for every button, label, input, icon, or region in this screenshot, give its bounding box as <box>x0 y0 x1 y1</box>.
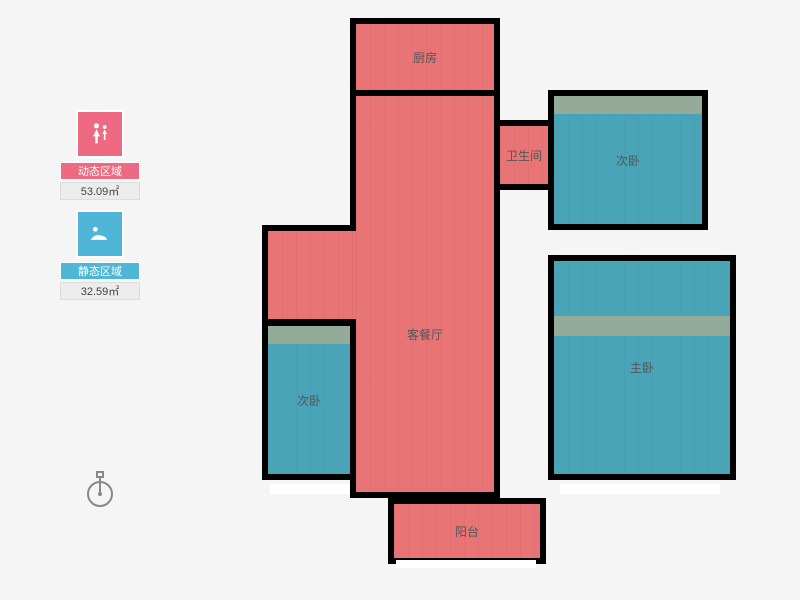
room-master: 主卧 <box>548 255 736 480</box>
people-icon <box>76 110 124 158</box>
room-label-bed2b: 次卧 <box>297 392 321 409</box>
window <box>560 484 720 494</box>
room-label-bath1: 卫生间 <box>506 147 542 164</box>
legend-static-value: 32.59㎡ <box>60 282 140 300</box>
room-bed2a: 次卧 <box>548 90 708 230</box>
room-label-bed2a: 次卧 <box>616 152 640 169</box>
room-bed2b: 次卧 <box>262 320 356 480</box>
room-label-master: 主卧 <box>630 359 654 376</box>
legend-dynamic-title: 动态区域 <box>60 162 140 180</box>
room-label-kitchen: 厨房 <box>413 49 437 66</box>
room-label-living: 客餐厅 <box>407 326 443 343</box>
compass-icon <box>80 470 120 510</box>
room-balcony: 阳台 <box>388 498 546 564</box>
room-label-balcony: 阳台 <box>455 523 479 540</box>
legend-static-title: 静态区域 <box>60 262 140 280</box>
rest-icon <box>76 210 124 258</box>
room-bath1: 卫生间 <box>494 120 554 190</box>
legend-dynamic: 动态区域 53.09㎡ <box>60 110 140 200</box>
room-living_ext <box>262 225 356 325</box>
legend-dynamic-value: 53.09㎡ <box>60 182 140 200</box>
window <box>270 484 350 494</box>
window <box>396 560 536 568</box>
room-living: 客餐厅 <box>350 90 500 498</box>
room-kitchen: 厨房 <box>350 18 500 96</box>
legend-static: 静态区域 32.59㎡ <box>60 210 140 300</box>
